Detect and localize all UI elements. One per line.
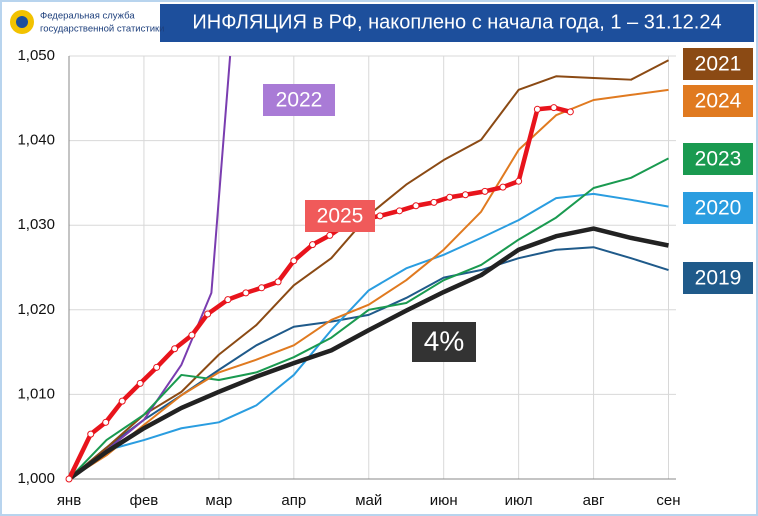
point <box>309 241 317 249</box>
logo-text: государственной статистики <box>40 24 164 35</box>
logo <box>10 10 34 34</box>
series-label: 2019 <box>695 267 742 290</box>
series-label: 2022 <box>276 89 323 112</box>
point <box>461 191 469 199</box>
series-label: 2024 <box>695 90 742 113</box>
point <box>274 278 282 286</box>
point <box>395 207 403 215</box>
series-label-box <box>412 322 476 362</box>
series-line <box>68 157 669 480</box>
y-tick-label: 1,010 <box>17 385 55 402</box>
point <box>550 104 558 112</box>
x-tick-label: мар <box>205 492 232 509</box>
logo-text: Федеральная служба <box>40 11 135 22</box>
point <box>326 231 334 239</box>
x-tick-label: май <box>355 492 382 509</box>
series-label: 2023 <box>695 148 742 171</box>
point <box>515 177 523 185</box>
series-label-box <box>683 48 753 80</box>
series-label-box <box>683 143 753 175</box>
point <box>102 418 110 426</box>
y-tick-label: 1,040 <box>17 132 55 149</box>
point <box>153 363 161 371</box>
series-line <box>67 226 669 481</box>
series-label-box <box>683 85 753 117</box>
point <box>136 379 144 387</box>
series-label-box <box>305 200 375 232</box>
series-label-box <box>683 192 753 224</box>
point <box>499 183 507 191</box>
series-label-box <box>683 262 753 294</box>
series-label: 2020 <box>695 197 742 220</box>
point <box>65 475 73 483</box>
point <box>224 296 232 304</box>
title-bar <box>160 4 754 42</box>
y-tick-label: 1,000 <box>17 470 55 487</box>
x-tick-label: июн <box>430 492 458 509</box>
series-label: 2021 <box>695 53 742 76</box>
point <box>412 202 420 210</box>
point <box>188 331 196 339</box>
point <box>118 397 126 405</box>
chart-title: ИНФЛЯЦИЯ в РФ, накоплено с начала года, … <box>192 11 721 33</box>
x-tick-label: авг <box>583 492 605 509</box>
point <box>171 345 179 353</box>
y-tick-label: 1,030 <box>17 216 55 233</box>
x-tick-label: янв <box>57 492 81 509</box>
series-label: 2025 <box>317 205 364 228</box>
x-tick-label: фев <box>130 492 159 509</box>
point <box>446 193 454 201</box>
point <box>481 187 489 195</box>
series-line <box>68 192 669 480</box>
point <box>376 212 384 220</box>
point <box>430 198 438 206</box>
logo-emblem-core <box>16 16 28 28</box>
point <box>290 257 298 265</box>
y-tick-label: 1,050 <box>17 47 55 64</box>
y-tick-label: 1,020 <box>17 301 55 318</box>
series-label-box <box>263 84 335 116</box>
point <box>258 284 266 292</box>
x-tick-label: сен <box>656 492 680 509</box>
series-label: 4% <box>424 325 464 356</box>
x-tick-label: апр <box>281 492 306 509</box>
x-tick-label: июл <box>505 492 533 509</box>
point <box>566 108 574 116</box>
series-line <box>68 246 669 480</box>
point <box>204 310 212 318</box>
point <box>87 430 95 438</box>
point <box>242 289 250 297</box>
point <box>533 105 541 113</box>
